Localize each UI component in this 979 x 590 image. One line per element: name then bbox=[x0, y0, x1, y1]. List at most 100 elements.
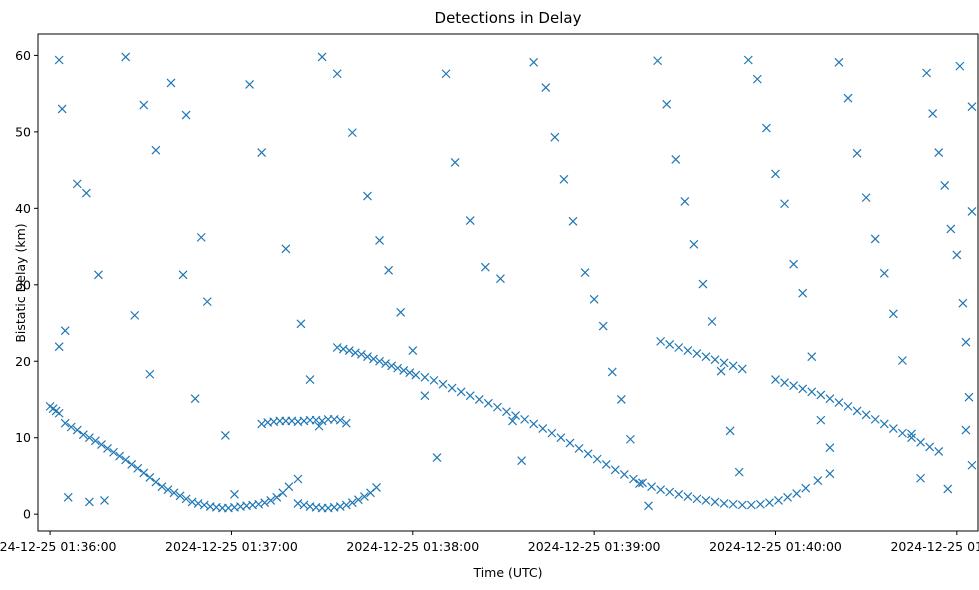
data-point bbox=[852, 148, 862, 158]
data-point bbox=[363, 191, 372, 201]
data-point bbox=[133, 463, 143, 473]
data-point bbox=[961, 425, 971, 435]
data-point bbox=[508, 416, 517, 426]
y-tick-label: 30 bbox=[15, 277, 31, 292]
data-point bbox=[719, 358, 729, 368]
data-point bbox=[60, 326, 70, 336]
data-point bbox=[898, 428, 907, 438]
y-tick-label: 40 bbox=[15, 201, 31, 216]
data-point bbox=[589, 294, 599, 304]
data-point bbox=[202, 297, 212, 307]
data-point bbox=[879, 419, 889, 429]
data-point bbox=[230, 489, 239, 499]
data-point bbox=[925, 442, 935, 452]
data-point bbox=[728, 361, 738, 371]
data-point bbox=[169, 488, 179, 498]
data-point bbox=[356, 349, 366, 359]
y-tick-label: 0 bbox=[23, 507, 31, 522]
data-point bbox=[619, 469, 629, 479]
data-point bbox=[843, 93, 853, 103]
data-point bbox=[369, 354, 378, 364]
data-point bbox=[502, 407, 511, 417]
data-point bbox=[958, 298, 968, 308]
data-point bbox=[260, 498, 270, 508]
data-point bbox=[825, 443, 835, 453]
data-point bbox=[72, 179, 82, 189]
data-point bbox=[843, 401, 853, 411]
data-point bbox=[707, 317, 717, 326]
data-point bbox=[272, 492, 282, 502]
y-axis: 0 10 20 30 40 50 60 bbox=[15, 48, 38, 522]
data-point bbox=[807, 387, 817, 397]
data-point bbox=[734, 467, 744, 477]
data-point bbox=[719, 499, 729, 508]
data-point bbox=[517, 456, 527, 466]
data-point bbox=[792, 489, 802, 498]
data-point bbox=[363, 352, 372, 362]
data-point bbox=[752, 74, 762, 84]
data-point bbox=[163, 485, 173, 495]
data-point bbox=[181, 494, 191, 504]
data-point bbox=[807, 352, 817, 362]
data-point bbox=[580, 268, 590, 277]
x-tick-label: 2024-12-25 01:38:00 bbox=[346, 539, 479, 554]
data-point bbox=[121, 455, 131, 465]
data-point bbox=[813, 476, 823, 485]
data-point bbox=[916, 437, 925, 447]
data-point bbox=[496, 274, 505, 284]
data-point bbox=[372, 482, 381, 492]
data-point bbox=[54, 55, 64, 65]
data-point bbox=[683, 346, 693, 355]
data-point bbox=[616, 395, 626, 404]
data-point bbox=[556, 433, 566, 443]
data-point bbox=[834, 398, 844, 407]
data-point bbox=[574, 443, 584, 453]
data-point bbox=[683, 492, 693, 502]
data-point bbox=[296, 319, 306, 329]
x-tick-label: 2024-12-25 01:37:00 bbox=[165, 539, 298, 554]
data-point bbox=[411, 370, 421, 380]
data-point bbox=[151, 145, 161, 155]
data-point bbox=[465, 216, 475, 225]
data-point bbox=[625, 434, 635, 444]
data-point bbox=[293, 474, 303, 484]
data-point bbox=[728, 499, 738, 509]
data-point bbox=[725, 426, 735, 436]
data-point bbox=[115, 451, 125, 461]
data-point bbox=[54, 408, 64, 418]
data-point bbox=[529, 419, 539, 429]
data-point bbox=[870, 414, 880, 424]
data-point bbox=[63, 492, 73, 502]
data-point bbox=[943, 484, 953, 494]
data-point bbox=[674, 343, 684, 352]
data-point bbox=[870, 234, 880, 244]
data-point bbox=[178, 270, 188, 280]
data-point bbox=[816, 415, 826, 425]
data-point bbox=[420, 391, 430, 401]
plot-frame bbox=[37, 33, 979, 532]
data-point bbox=[338, 344, 348, 354]
data-point bbox=[353, 495, 363, 505]
data-point bbox=[692, 494, 702, 504]
data-point bbox=[127, 460, 137, 469]
data-point bbox=[737, 500, 747, 510]
data-point bbox=[157, 482, 167, 492]
data-point bbox=[656, 336, 666, 346]
data-point bbox=[656, 485, 666, 495]
data-point bbox=[934, 447, 944, 456]
data-point bbox=[393, 363, 403, 373]
data-point bbox=[220, 430, 230, 440]
data-point bbox=[743, 55, 753, 65]
data-point bbox=[130, 310, 140, 320]
data-point bbox=[103, 443, 112, 453]
data-point bbox=[360, 492, 369, 502]
data-point bbox=[91, 436, 100, 446]
x-tick-label: 2024-12-25 01:36:00 bbox=[0, 539, 117, 554]
data-point bbox=[166, 78, 176, 88]
x-tick-label: 2024-12-25 01:41:00 bbox=[890, 539, 979, 554]
data-point bbox=[746, 500, 756, 510]
data-point bbox=[541, 83, 551, 92]
data-point bbox=[293, 499, 303, 508]
data-point bbox=[964, 392, 974, 402]
